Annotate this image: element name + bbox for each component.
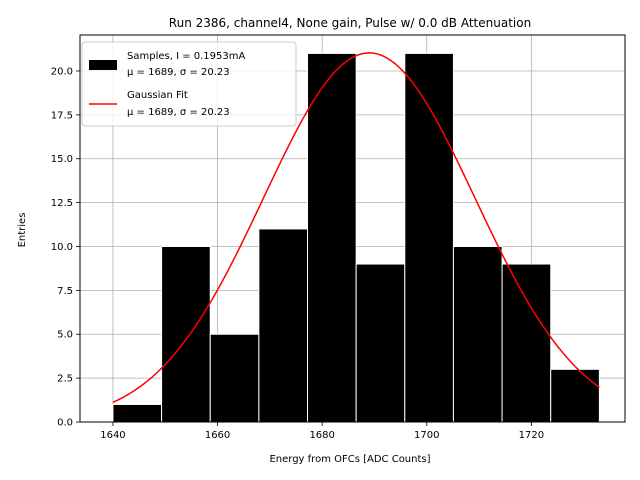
y-tick-label: 0.0 <box>57 418 73 429</box>
x-axis-label: Energy from OFCs [ADC Counts] <box>269 454 430 465</box>
y-axis-ticks: 0.0 2.5 5.0 7.5 10.0 12.5 15.0 17.5 20.0 <box>51 66 80 429</box>
histogram-bar <box>501 263 552 423</box>
histogram-bar <box>307 52 357 423</box>
chart-title: Run 2386, channel4, None gain, Pulse w/ … <box>169 16 531 30</box>
y-axis-label: Entries <box>17 213 28 248</box>
legend-swatch-samples <box>89 60 117 70</box>
histogram-bar <box>258 228 309 423</box>
legend: Samples, I = 0.1953mA μ = 1689, σ = 20.2… <box>81 41 297 127</box>
x-axis-ticks: 1640 1660 1680 1700 1720 <box>100 422 544 441</box>
y-tick-label: 17.5 <box>51 110 73 121</box>
legend-label-samples-stats: μ = 1689, σ = 20.23 <box>127 67 230 78</box>
legend-box <box>81 41 297 127</box>
histogram-bar <box>452 245 503 423</box>
histogram-bars <box>112 52 600 423</box>
x-tick-label: 1640 <box>100 430 125 441</box>
histogram-bar <box>355 263 406 423</box>
x-tick-label: 1680 <box>309 430 334 441</box>
legend-label-fit-stats: μ = 1689, σ = 20.23 <box>127 107 230 118</box>
histogram-bar <box>550 368 600 423</box>
legend-label-samples: Samples, I = 0.1953mA <box>127 51 245 62</box>
y-tick-label: 2.5 <box>57 374 73 385</box>
gaussian-fit <box>112 52 600 404</box>
y-tick-label: 5.0 <box>57 330 73 341</box>
y-tick-label: 7.5 <box>57 286 73 297</box>
x-tick-label: 1700 <box>414 430 439 441</box>
histogram-bar <box>209 333 260 423</box>
histogram-bar <box>112 403 163 423</box>
gaussian-fit-line <box>112 52 600 404</box>
y-tick-label: 10.0 <box>51 242 73 253</box>
histogram-bar <box>404 52 454 423</box>
y-tick-label: 20.0 <box>51 66 73 77</box>
y-tick-label: 15.0 <box>51 154 73 165</box>
plot-frame <box>79 34 626 423</box>
x-tick-label: 1660 <box>205 430 230 441</box>
y-tick-label: 12.5 <box>51 198 73 209</box>
histogram-bar <box>161 245 211 423</box>
x-tick-label: 1720 <box>519 430 544 441</box>
legend-label-fit: Gaussian Fit <box>127 90 188 101</box>
